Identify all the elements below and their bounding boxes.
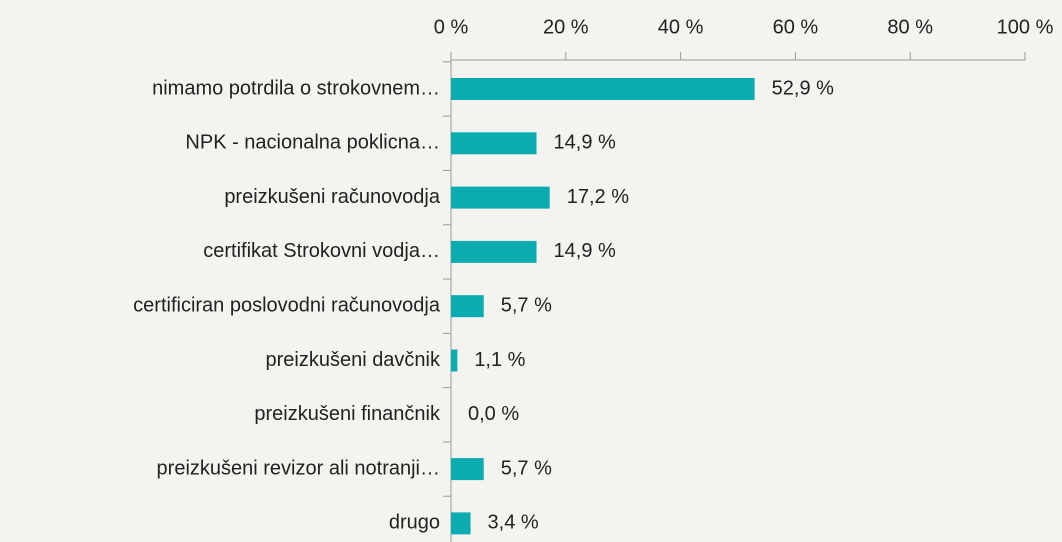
category-label: preizkušeni davčnik — [265, 349, 441, 371]
category-label: preizkušeni računovodja — [224, 186, 441, 208]
value-label: 1,1 % — [474, 349, 525, 371]
value-label: 52,9 % — [772, 77, 834, 99]
x-tick-label: 100 % — [997, 16, 1054, 38]
category-label: NPK - nacionalna poklicna… — [185, 132, 440, 154]
category-label: certifikat Strokovni vodja… — [203, 240, 440, 262]
value-label: 5,7 % — [501, 294, 552, 316]
x-tick-label: 60 % — [773, 16, 819, 38]
value-label: 0,0 % — [468, 403, 519, 425]
value-label: 14,9 % — [554, 240, 616, 262]
category-label: preizkušeni revizor ali notranji… — [157, 457, 440, 479]
category-label: nimamo potrdila o strokovnem… — [152, 77, 440, 99]
bar — [451, 78, 755, 100]
value-label: 3,4 % — [488, 512, 539, 534]
bar — [451, 132, 537, 155]
bar — [451, 295, 484, 318]
category-label: certificiran poslovodni računovodja — [133, 294, 441, 316]
bar — [451, 349, 458, 372]
x-tick-label: 20 % — [543, 16, 589, 38]
x-tick-label: 80 % — [887, 16, 933, 38]
value-label: 5,7 % — [501, 457, 552, 479]
bar — [451, 458, 484, 481]
value-label: 14,9 % — [554, 132, 616, 154]
value-label: 17,2 % — [567, 186, 629, 208]
category-label: preizkušeni finančnik — [254, 403, 441, 425]
x-tick-label: 0 % — [434, 16, 469, 38]
x-tick-label: 40 % — [658, 16, 704, 38]
bar — [451, 240, 537, 263]
bar — [451, 512, 471, 535]
bar — [451, 186, 550, 209]
category-label: drugo — [389, 512, 440, 534]
